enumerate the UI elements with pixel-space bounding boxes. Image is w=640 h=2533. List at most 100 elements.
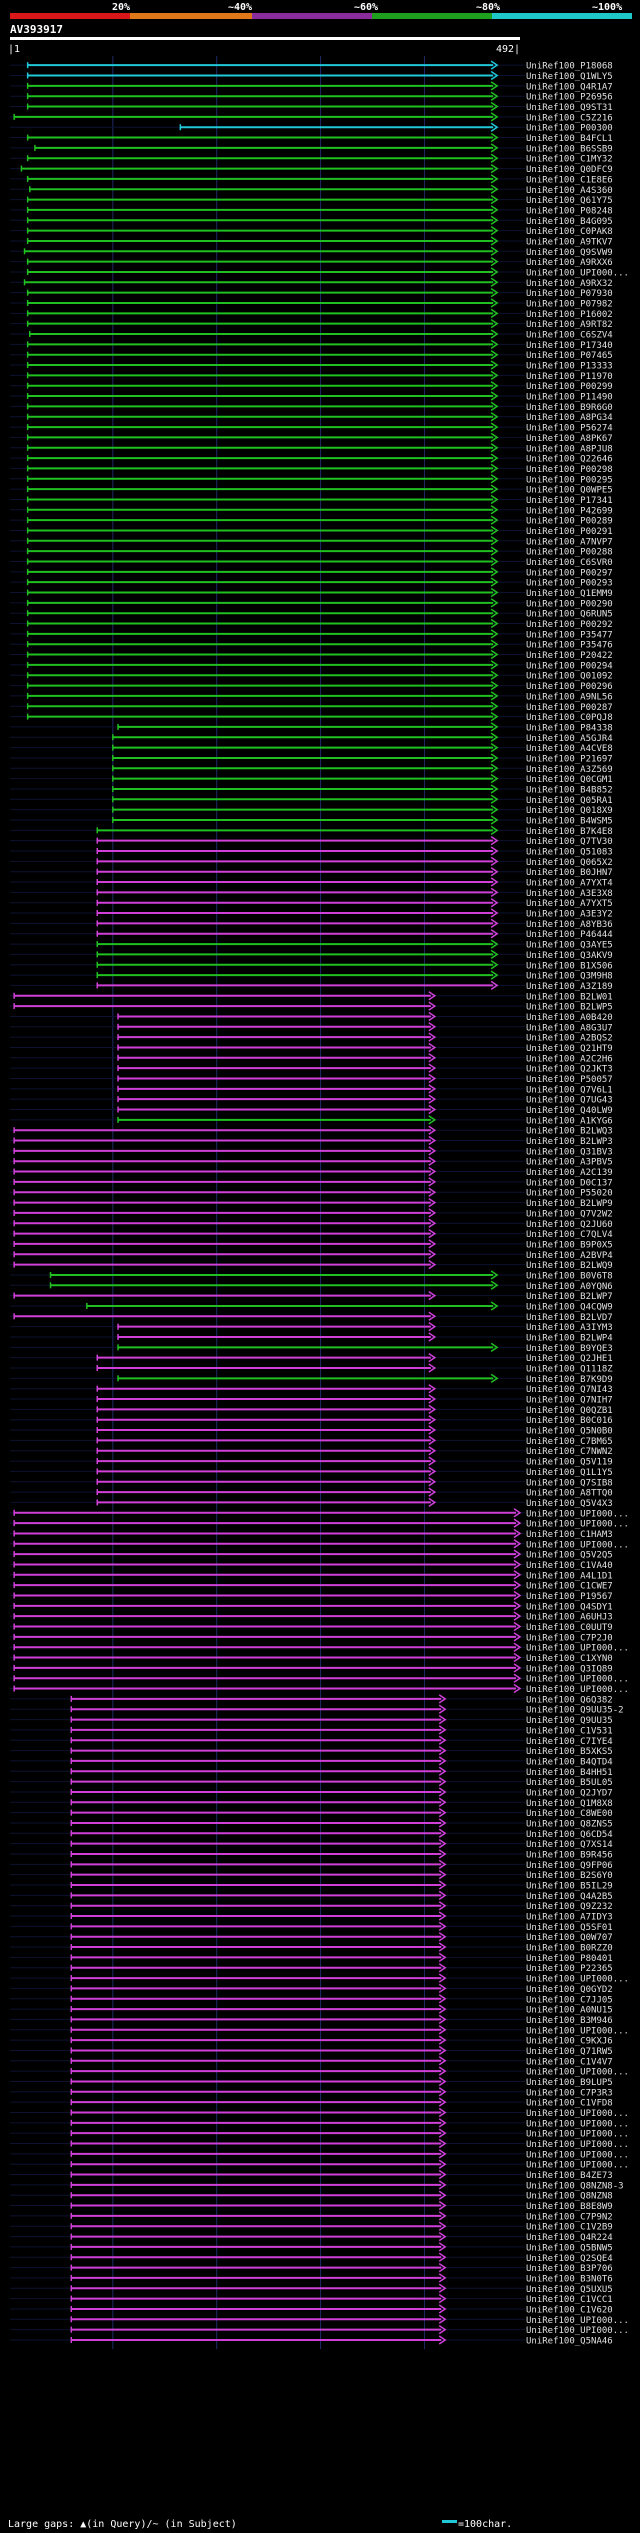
- row-label[interactable]: UniRef100_C1VCC1: [526, 2295, 613, 2305]
- row-label[interactable]: UniRef100_B2LWP3: [526, 1137, 613, 1147]
- row-label[interactable]: UniRef100_P00296: [526, 682, 613, 692]
- row-label[interactable]: UniRef100_A7IDY3: [526, 1913, 613, 1923]
- row-label[interactable]: UniRef100_P16002: [526, 310, 613, 320]
- row-label[interactable]: UniRef100_Q1M8X8: [526, 1799, 613, 1809]
- row-label[interactable]: UniRef100_A8PJU8: [526, 444, 613, 454]
- row-label[interactable]: UniRef100_A3E3Y2: [526, 910, 613, 920]
- row-label[interactable]: UniRef100_P07465: [526, 351, 613, 361]
- row-label[interactable]: UniRef100_C0PQJ8: [526, 713, 613, 723]
- row-label[interactable]: UniRef100_P17340: [526, 341, 613, 351]
- row-label[interactable]: UniRef100_B2LWP7: [526, 1292, 613, 1302]
- row-label[interactable]: UniRef100_UPI000...: [526, 1520, 629, 1530]
- row-label[interactable]: UniRef100_B1X506: [526, 961, 613, 971]
- row-label[interactable]: UniRef100_B3N0T6: [526, 2274, 613, 2284]
- row-label[interactable]: UniRef100_Q8NZN8-3: [526, 2181, 624, 2191]
- row-label[interactable]: UniRef100_P08248: [526, 206, 613, 216]
- row-label[interactable]: UniRef100_Q4R1A7: [526, 82, 613, 92]
- row-label[interactable]: UniRef100_Q4SDY1: [526, 1602, 613, 1612]
- row-label[interactable]: UniRef100_Q7SIB8: [526, 1478, 613, 1488]
- row-label[interactable]: UniRef100_Q01092: [526, 672, 613, 682]
- row-label[interactable]: UniRef100_B7K9D9: [526, 1375, 613, 1385]
- row-label[interactable]: UniRef100_P00299: [526, 382, 613, 392]
- row-label[interactable]: UniRef100_P07982: [526, 299, 613, 309]
- row-label[interactable]: UniRef100_Q5N0B0: [526, 1427, 613, 1437]
- row-label[interactable]: UniRef100_C7P2J0: [526, 1633, 613, 1643]
- row-label[interactable]: UniRef100_B0V6T8: [526, 1271, 613, 1281]
- row-label[interactable]: UniRef100_Q3IQ89: [526, 1664, 613, 1674]
- row-label[interactable]: UniRef100_C6SZV4: [526, 331, 613, 341]
- row-label[interactable]: UniRef100_C1XYN0: [526, 1654, 613, 1664]
- row-label[interactable]: UniRef100_P21697: [526, 754, 613, 764]
- row-label[interactable]: UniRef100_Q4A2B5: [526, 1892, 613, 1902]
- row-label[interactable]: UniRef100_A3PBV5: [526, 1158, 613, 1168]
- row-label[interactable]: UniRef100_A9RX32: [526, 279, 613, 289]
- row-label[interactable]: UniRef100_B9R6G0: [526, 403, 613, 413]
- row-label[interactable]: UniRef100_C1VFD8: [526, 2099, 613, 2109]
- row-label[interactable]: UniRef100_P00289: [526, 517, 613, 527]
- row-label[interactable]: UniRef100_B5IL29: [526, 1882, 613, 1892]
- row-label[interactable]: UniRef100_C7NWN2: [526, 1447, 613, 1457]
- row-label[interactable]: UniRef100_Q7V2W2: [526, 1209, 613, 1219]
- row-label[interactable]: UniRef100_UPI000...: [526, 2130, 629, 2140]
- row-label[interactable]: UniRef100_Q5V4X3: [526, 1499, 613, 1509]
- row-label[interactable]: UniRef100_A6UHJ3: [526, 1613, 613, 1623]
- row-label[interactable]: UniRef100_B4QTD4: [526, 1757, 613, 1767]
- row-label[interactable]: UniRef100_B9R456: [526, 1850, 613, 1860]
- row-label[interactable]: UniRef100_B2LWP9: [526, 1199, 613, 1209]
- row-label[interactable]: UniRef100_Q1L1Y5: [526, 1468, 613, 1478]
- row-label[interactable]: UniRef100_C0PAK8: [526, 227, 613, 237]
- row-label[interactable]: UniRef100_B8E8W9: [526, 2202, 613, 2212]
- row-label[interactable]: UniRef100_A0B420: [526, 1013, 613, 1023]
- row-label[interactable]: UniRef100_P50057: [526, 1075, 613, 1085]
- row-label[interactable]: UniRef100_A4L1D1: [526, 1571, 613, 1581]
- row-label[interactable]: UniRef100_Q7V6L1: [526, 1085, 613, 1095]
- row-label[interactable]: UniRef100_A9RT82: [526, 320, 613, 330]
- row-label[interactable]: UniRef100_A4S360: [526, 186, 613, 196]
- row-label[interactable]: UniRef100_Q40LW9: [526, 1106, 613, 1116]
- row-label[interactable]: UniRef100_P00287: [526, 703, 613, 713]
- row-label[interactable]: UniRef100_P20422: [526, 651, 613, 661]
- row-label[interactable]: UniRef100_UPI000...: [526, 1975, 629, 1985]
- row-label[interactable]: UniRef100_Q3M9H8: [526, 972, 613, 982]
- row-label[interactable]: UniRef100_A0NU15: [526, 2006, 613, 2016]
- row-label[interactable]: UniRef100_D0C137: [526, 1178, 613, 1188]
- row-label[interactable]: UniRef100_P56274: [526, 424, 613, 434]
- row-label[interactable]: UniRef100_Q6RUN5: [526, 610, 613, 620]
- row-label[interactable]: UniRef100_P13333: [526, 362, 613, 372]
- row-label[interactable]: UniRef100_Q5NA46: [526, 2336, 613, 2346]
- row-label[interactable]: UniRef100_B2LW01: [526, 992, 613, 1002]
- row-label[interactable]: UniRef100_P80401: [526, 1954, 613, 1964]
- row-label[interactable]: UniRef100_P00293: [526, 579, 613, 589]
- row-label[interactable]: UniRef100_Q2JKT3: [526, 1065, 613, 1075]
- row-label[interactable]: UniRef100_A9RXX6: [526, 258, 613, 268]
- row-label[interactable]: UniRef100_P07930: [526, 289, 613, 299]
- row-label[interactable]: UniRef100_A8PK67: [526, 434, 613, 444]
- row-label[interactable]: UniRef100_UPI000...: [526, 2150, 629, 2160]
- row-label[interactable]: UniRef100_Q21HT9: [526, 1044, 613, 1054]
- row-label[interactable]: UniRef100_C1E8E6: [526, 175, 613, 185]
- row-label[interactable]: UniRef100_Q7NIH7: [526, 1396, 613, 1406]
- row-label[interactable]: UniRef100_B2LWP5: [526, 1003, 613, 1013]
- row-label[interactable]: UniRef100_P46444: [526, 930, 613, 940]
- row-label[interactable]: UniRef100_A8G3U7: [526, 1023, 613, 1033]
- row-label[interactable]: UniRef100_C7BM65: [526, 1437, 613, 1447]
- row-label[interactable]: UniRef100_P35477: [526, 630, 613, 640]
- row-label[interactable]: UniRef100_UPI000...: [526, 2119, 629, 2129]
- row-label[interactable]: UniRef100_C9KXJ6: [526, 2037, 613, 2047]
- row-label[interactable]: UniRef100_Q5BNW5: [526, 2243, 613, 2253]
- row-label[interactable]: UniRef100_Q5UXU5: [526, 2285, 613, 2295]
- row-label[interactable]: UniRef100_P26956: [526, 93, 613, 103]
- row-label[interactable]: UniRef100_Q71RW5: [526, 2047, 613, 2057]
- row-label[interactable]: UniRef100_P00291: [526, 527, 613, 537]
- row-label[interactable]: UniRef100_Q0DFC9: [526, 165, 613, 175]
- row-label[interactable]: UniRef100_UPI000...: [526, 2026, 629, 2036]
- row-label[interactable]: UniRef100_UPI000...: [526, 1509, 629, 1519]
- row-label[interactable]: UniRef100_P42699: [526, 506, 613, 516]
- row-label[interactable]: UniRef100_Q5V119: [526, 1458, 613, 1468]
- row-label[interactable]: UniRef100_P22365: [526, 1964, 613, 1974]
- row-label[interactable]: UniRef100_C8WE00: [526, 1809, 613, 1819]
- row-label[interactable]: UniRef100_A4CVE8: [526, 744, 613, 754]
- row-label[interactable]: UniRef100_Q1118Z: [526, 1365, 613, 1375]
- row-label[interactable]: UniRef100_A7YXT5: [526, 899, 613, 909]
- row-label[interactable]: UniRef100_Q8ZNS5: [526, 1819, 613, 1829]
